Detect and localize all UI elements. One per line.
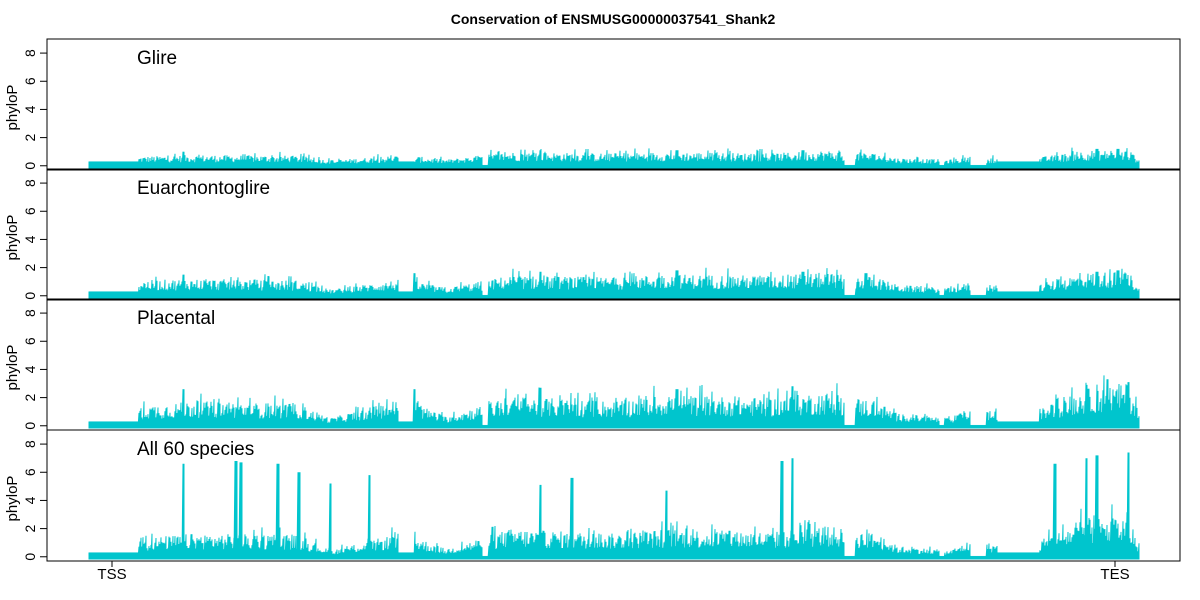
y-tick-label: 2	[22, 394, 38, 402]
x-tick-label: TSS	[97, 566, 126, 583]
y-tick-label: 4	[22, 235, 38, 243]
y-tick-label: 0	[22, 292, 38, 300]
y-tick-label: 8	[22, 440, 38, 448]
y-tick-label: 2	[22, 264, 38, 272]
y-tick-label: 6	[22, 207, 38, 215]
panels-layer: 0 2 4 6 8 phyloP Glire 0 2 4 6 8 phyloP Euarchontogli…	[4, 38, 1181, 562]
panel-label: Placental	[137, 308, 215, 329]
y-tick-label: 0	[22, 422, 38, 430]
y-tick-label: 8	[22, 49, 38, 57]
x-axis: TSS TES	[97, 560, 1130, 583]
y-tick-label: 2	[22, 525, 38, 533]
y-tick-label: 8	[22, 179, 38, 187]
panel-label: Glire	[137, 48, 177, 69]
y-axis-label: phyloP	[4, 476, 21, 522]
y-tick-label: 6	[22, 337, 38, 345]
panel-3: 0 2 4 6 8 phyloP Placental	[4, 298, 1181, 431]
conservation-series	[88, 452, 1140, 560]
y-tick-label: 0	[22, 162, 38, 170]
panel-label: Euarchontoglire	[137, 178, 270, 199]
y-tick-label: 6	[22, 77, 38, 85]
panel-2: 0 2 4 6 8 phyloP Euarchontoglire	[4, 168, 1181, 301]
y-axis-label: phyloP	[4, 85, 21, 131]
conservation-series	[88, 147, 1140, 169]
y-tick-label: 4	[22, 365, 38, 373]
x-tick-label: TES	[1100, 566, 1129, 583]
panel-1: 0 2 4 6 8 phyloP Glire	[4, 38, 1181, 171]
panel-4: 0 2 4 6 8 phyloP All 60 species	[4, 429, 1181, 562]
conservation-series	[88, 375, 1140, 429]
y-tick-label: 6	[22, 468, 38, 476]
y-axis-label: phyloP	[4, 215, 21, 261]
y-tick-label: 0	[22, 553, 38, 561]
chart-title: Conservation of ENSMUSG00000037541_Shank…	[451, 11, 776, 27]
conservation-series	[88, 267, 1140, 299]
y-tick-label: 8	[22, 309, 38, 317]
y-tick-label: 2	[22, 134, 38, 142]
panel-label: All 60 species	[137, 439, 254, 460]
y-axis-label: phyloP	[4, 345, 21, 391]
panel-frame	[46, 38, 1181, 171]
y-tick-label: 4	[22, 496, 38, 504]
y-tick-label: 4	[22, 105, 38, 113]
